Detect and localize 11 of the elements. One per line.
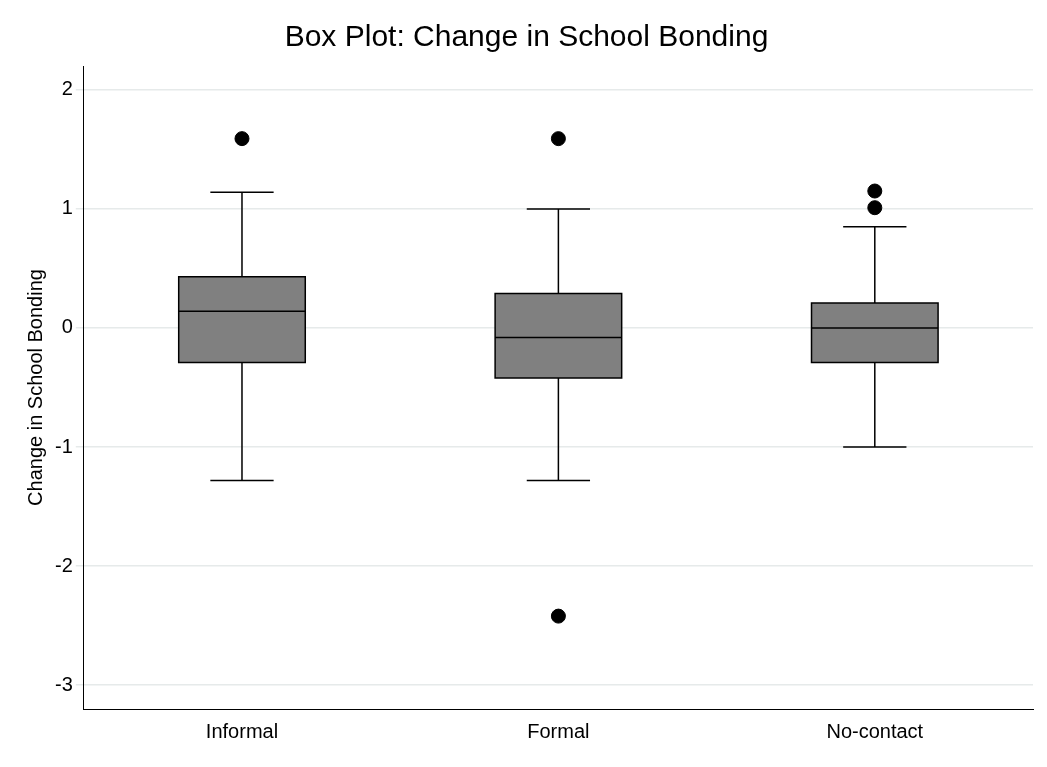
y-tick-label: 2 [61, 77, 73, 100]
y-tick-label: 1 [61, 196, 73, 219]
x-tick-label: Informal [205, 719, 279, 742]
chart-title: Box Plot: Change in School Bonding [284, 19, 769, 53]
y-tick-label: -2 [54, 553, 73, 576]
y-tick-label: 0 [61, 315, 73, 338]
y-tick-label: -3 [54, 672, 73, 695]
x-tick-label: No-contact [826, 719, 924, 742]
y-tick-label: -1 [54, 434, 73, 457]
x-tick-label: Formal [527, 719, 590, 742]
y-axis-title: Change in School Bonding [23, 269, 46, 506]
